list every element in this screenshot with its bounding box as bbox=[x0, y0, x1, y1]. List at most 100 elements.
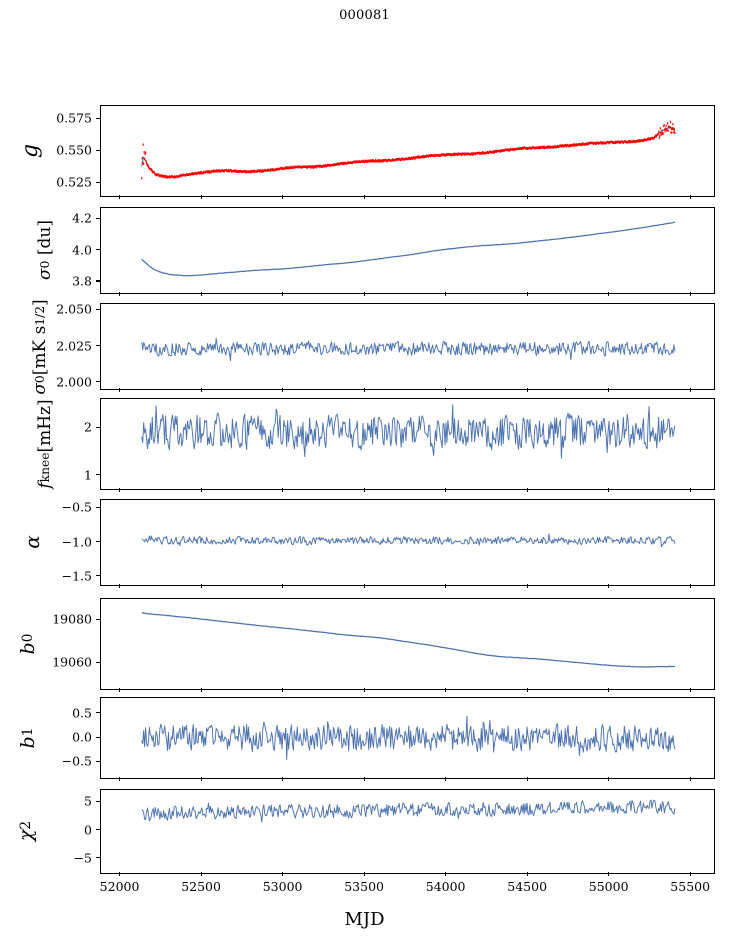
x-tickmark bbox=[119, 195, 121, 199]
x-tickmark bbox=[282, 872, 284, 876]
x-tickmark bbox=[363, 195, 365, 199]
x-ticklabel: 52500 bbox=[181, 879, 221, 894]
y-tickmark bbox=[96, 829, 100, 831]
x-tickmark bbox=[363, 388, 365, 392]
x-tickmark bbox=[526, 292, 528, 296]
x-tickmark bbox=[445, 777, 447, 781]
panel-b1-plot-area bbox=[141, 715, 676, 761]
x-tickmark bbox=[445, 688, 447, 692]
y-ticklabel: −5 bbox=[73, 850, 92, 866]
panel-sigma0-mk-plot-area bbox=[141, 337, 676, 362]
panel-g-plot-area bbox=[141, 120, 676, 180]
y-ticklabel: 1 bbox=[84, 467, 92, 483]
y-ticklabel: 0 bbox=[84, 822, 92, 838]
ylabel-fknee: f knee [mHz] bbox=[35, 399, 55, 489]
y-tickmark bbox=[96, 506, 100, 508]
x-tickmark bbox=[119, 292, 121, 296]
x-ticklabel: 55000 bbox=[588, 879, 629, 894]
y-ticklabel: 4.0 bbox=[72, 242, 92, 257]
panel-alpha-plot-area bbox=[141, 533, 676, 548]
panel-b0-plot-area bbox=[141, 612, 675, 668]
series-alpha bbox=[141, 533, 676, 548]
y-tickmark bbox=[96, 575, 100, 577]
x-tickmark bbox=[445, 488, 447, 492]
x-tickmark bbox=[526, 872, 528, 876]
x-tickmark bbox=[363, 688, 365, 692]
y-tickmark bbox=[96, 736, 100, 738]
x-tickmark bbox=[282, 292, 284, 296]
x-tickmark bbox=[363, 488, 365, 492]
x-tickmark bbox=[608, 488, 610, 492]
x-tickmark bbox=[282, 388, 284, 392]
x-tickmark bbox=[119, 688, 121, 692]
y-ticklabel: −0.5 bbox=[61, 753, 92, 769]
x-tickmark bbox=[119, 872, 121, 876]
y-tickmark bbox=[96, 541, 100, 543]
x-tickmark bbox=[119, 388, 121, 392]
figure-title: 000081 bbox=[339, 8, 390, 23]
x-tickmark bbox=[526, 584, 528, 588]
panel-sigma0-mk bbox=[100, 303, 715, 390]
series-g-highlight bbox=[141, 120, 676, 180]
y-ticklabel: 2.050 bbox=[56, 301, 92, 317]
x-tickmark bbox=[200, 292, 202, 296]
x-tickmark bbox=[608, 292, 610, 296]
x-tickmark bbox=[608, 584, 610, 588]
x-tickmark bbox=[200, 872, 202, 876]
y-ticklabel: 4.2 bbox=[72, 210, 92, 226]
y-ticklabel: 2.025 bbox=[56, 338, 92, 353]
panel-fknee-plot-area bbox=[141, 404, 676, 459]
x-tickmark bbox=[445, 388, 447, 392]
y-ticklabel: −0.5 bbox=[61, 499, 92, 515]
panel-b0 bbox=[100, 598, 715, 690]
x-tickmark bbox=[363, 584, 365, 588]
panel-sigma0-du bbox=[100, 207, 715, 294]
x-tickmark bbox=[200, 584, 202, 588]
panel-fknee bbox=[100, 398, 715, 490]
y-ticklabel: −1.0 bbox=[61, 534, 92, 549]
panel-sigma0-du-plot-area bbox=[141, 221, 675, 277]
x-tickmark bbox=[200, 488, 202, 492]
y-tickmark bbox=[96, 280, 100, 282]
x-tickmark bbox=[119, 584, 121, 588]
xlabel-mjd: MJD bbox=[344, 909, 385, 930]
y-tickmark bbox=[96, 117, 100, 119]
series-b1 bbox=[141, 715, 676, 761]
series-chi2 bbox=[141, 799, 676, 823]
y-tickmark bbox=[96, 661, 100, 663]
x-tickmark bbox=[608, 872, 610, 876]
x-tickmark bbox=[689, 292, 691, 296]
y-tickmark bbox=[96, 381, 100, 383]
x-tickmark bbox=[526, 488, 528, 492]
x-tickmark bbox=[689, 488, 691, 492]
series-sigma0_mK bbox=[141, 337, 676, 362]
x-tickmark bbox=[363, 292, 365, 296]
x-tickmark bbox=[119, 488, 121, 492]
x-ticklabel: 54000 bbox=[425, 879, 466, 894]
x-tickmark bbox=[363, 872, 365, 876]
y-tickmark bbox=[96, 760, 100, 762]
x-tickmark bbox=[119, 777, 121, 781]
x-tickmark bbox=[526, 777, 528, 781]
y-ticklabel: 19080 bbox=[52, 611, 92, 627]
x-tickmark bbox=[689, 388, 691, 392]
x-tickmark bbox=[282, 777, 284, 781]
y-tickmark bbox=[96, 345, 100, 347]
x-tickmark bbox=[200, 195, 202, 199]
y-ticklabel: 0.550 bbox=[56, 142, 92, 158]
y-ticklabel: 0.5 bbox=[72, 705, 92, 721]
x-tickmark bbox=[608, 388, 610, 392]
x-tickmark bbox=[689, 777, 691, 781]
y-ticklabel: 0.0 bbox=[72, 729, 92, 745]
x-tickmark bbox=[689, 584, 691, 588]
y-ticklabel: 3.8 bbox=[72, 273, 92, 289]
x-ticklabel: 54500 bbox=[507, 879, 548, 894]
x-tickmark bbox=[282, 584, 284, 588]
y-tickmark bbox=[96, 618, 100, 621]
y-ticklabel: 19060 bbox=[52, 654, 92, 670]
y-tickmark bbox=[96, 426, 100, 428]
x-tickmark bbox=[526, 688, 528, 692]
x-tickmark bbox=[200, 777, 202, 781]
series-f_knee bbox=[141, 404, 676, 459]
